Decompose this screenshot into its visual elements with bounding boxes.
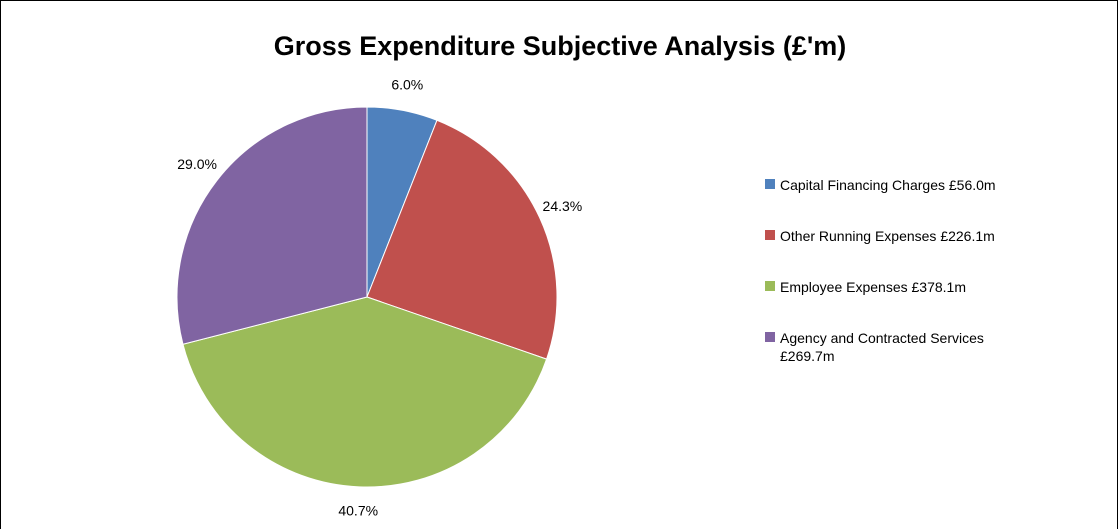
pie-slice — [366, 119, 558, 360]
legend-swatch — [765, 179, 775, 189]
chart-title: Gross Expenditure Subjective Analysis (£… — [274, 31, 847, 61]
legend-item: Agency and Contracted Services £269.7m — [765, 329, 1065, 365]
legend-swatch — [765, 332, 775, 342]
data-label: 29.0% — [177, 156, 217, 172]
legend-label: Capital Financing Charges £56.0m — [780, 177, 996, 193]
data-label: 6.0% — [391, 77, 423, 93]
legend-swatch — [765, 281, 775, 291]
legend-swatch — [765, 230, 775, 240]
legend-label: Agency and Contracted Services £269.7m — [780, 330, 984, 364]
data-label: 24.3% — [543, 198, 583, 214]
legend-item: Employee Expenses £378.1m — [765, 278, 1065, 296]
legend-label: Employee Expenses £378.1m — [780, 279, 966, 295]
pie-slice — [176, 106, 368, 345]
legend-label: Other Running Expenses £226.1m — [780, 228, 995, 244]
data-label: 40.7% — [338, 503, 378, 519]
pie-slice — [182, 296, 548, 488]
legend-item: Capital Financing Charges £56.0m — [765, 176, 1065, 194]
legend-item: Other Running Expenses £226.1m — [765, 227, 1065, 245]
